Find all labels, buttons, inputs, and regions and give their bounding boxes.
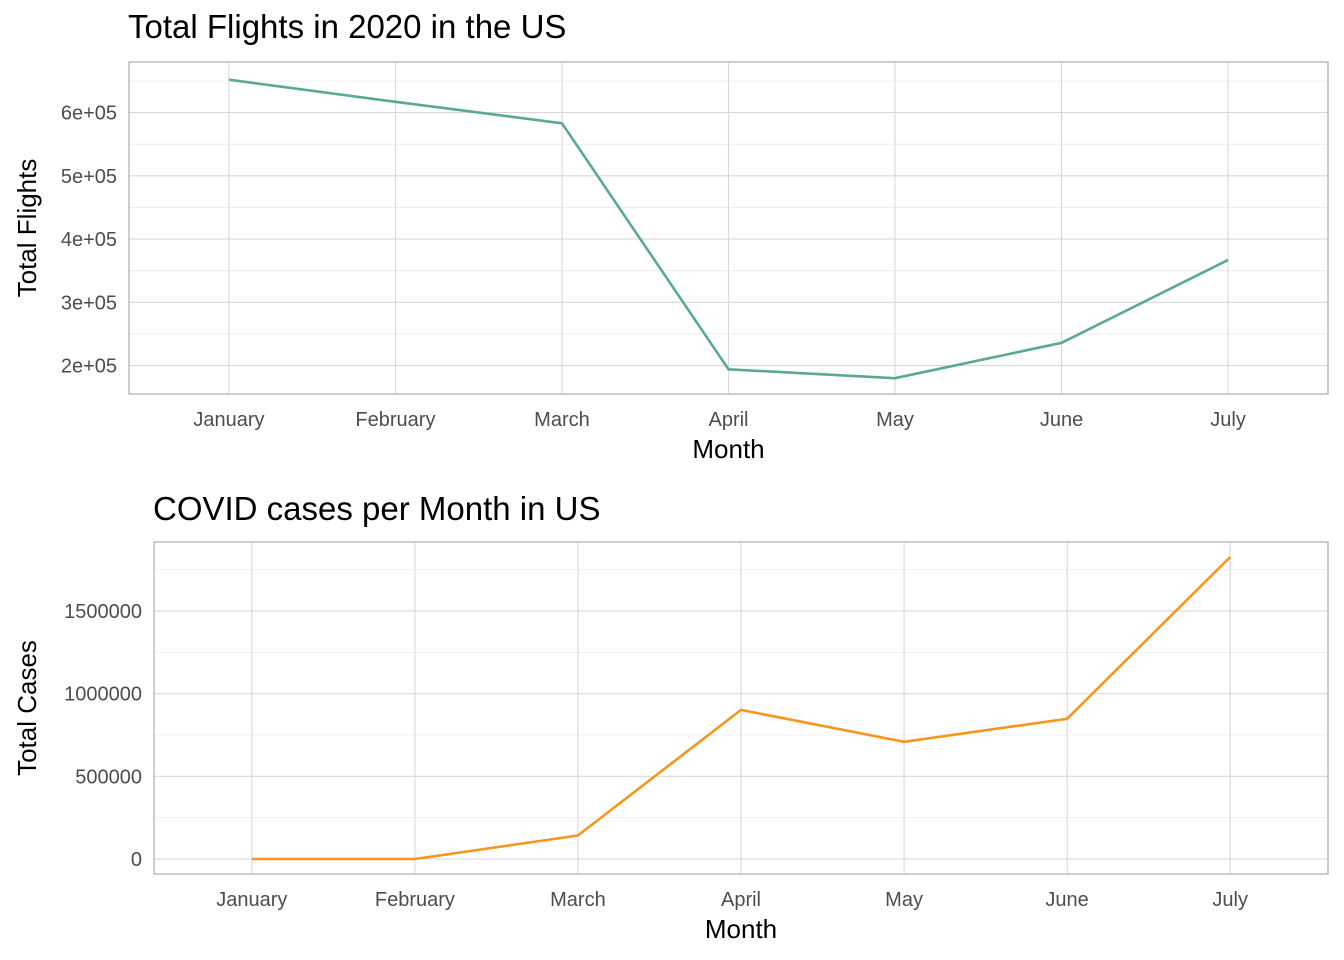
x-tick-label: March <box>550 889 606 911</box>
x-tick-label: June <box>1040 409 1083 431</box>
y-tick-label: 1000000 <box>64 684 142 706</box>
x-tick-label: July <box>1212 889 1248 911</box>
y-axis-title: Total Cases <box>12 640 42 776</box>
x-axis-title: Month <box>692 434 764 464</box>
x-tick-label: February <box>375 889 455 911</box>
x-tick-label: April <box>721 889 761 911</box>
chart-panel-2: 0 500000 1000000 1500000 January February Marc… <box>12 490 1329 944</box>
y-tick-label: 500000 <box>75 766 142 788</box>
x-tick-label: January <box>193 409 264 431</box>
y-tick-label: 1500000 <box>64 601 142 623</box>
x-tick-label: June <box>1045 889 1088 911</box>
y-tick-label: 2e+05 <box>61 356 117 378</box>
y-tick-label: 3e+05 <box>61 292 117 314</box>
x-tick-label: January <box>216 889 287 911</box>
chart-title: COVID cases per Month in US <box>153 490 601 527</box>
chart-panel-1: 2e+05 3e+05 4e+05 5e+05 6e+05 January February… <box>12 8 1329 464</box>
y-tick-label: 0 <box>131 849 142 871</box>
series-line-1 <box>251 556 1232 861</box>
panel-border <box>128 61 1329 395</box>
series-line-1 <box>228 78 1229 380</box>
x-axis-title: Month <box>705 914 777 944</box>
y-axis-title: Total Flights <box>12 159 42 298</box>
x-tick-label: July <box>1210 409 1246 431</box>
x-tick-label: March <box>534 409 590 431</box>
y-tick-label: 6e+05 <box>61 103 117 125</box>
y-tick-label: 5e+05 <box>61 166 117 188</box>
panel-border <box>153 541 1329 875</box>
x-tick-label: May <box>876 409 914 431</box>
x-tick-label: February <box>355 409 435 431</box>
x-tick-label: April <box>708 409 748 431</box>
x-tick-label: May <box>885 889 923 911</box>
y-tick-label: 4e+05 <box>61 229 117 251</box>
chart-title: Total Flights in 2020 in the US <box>128 8 566 45</box>
